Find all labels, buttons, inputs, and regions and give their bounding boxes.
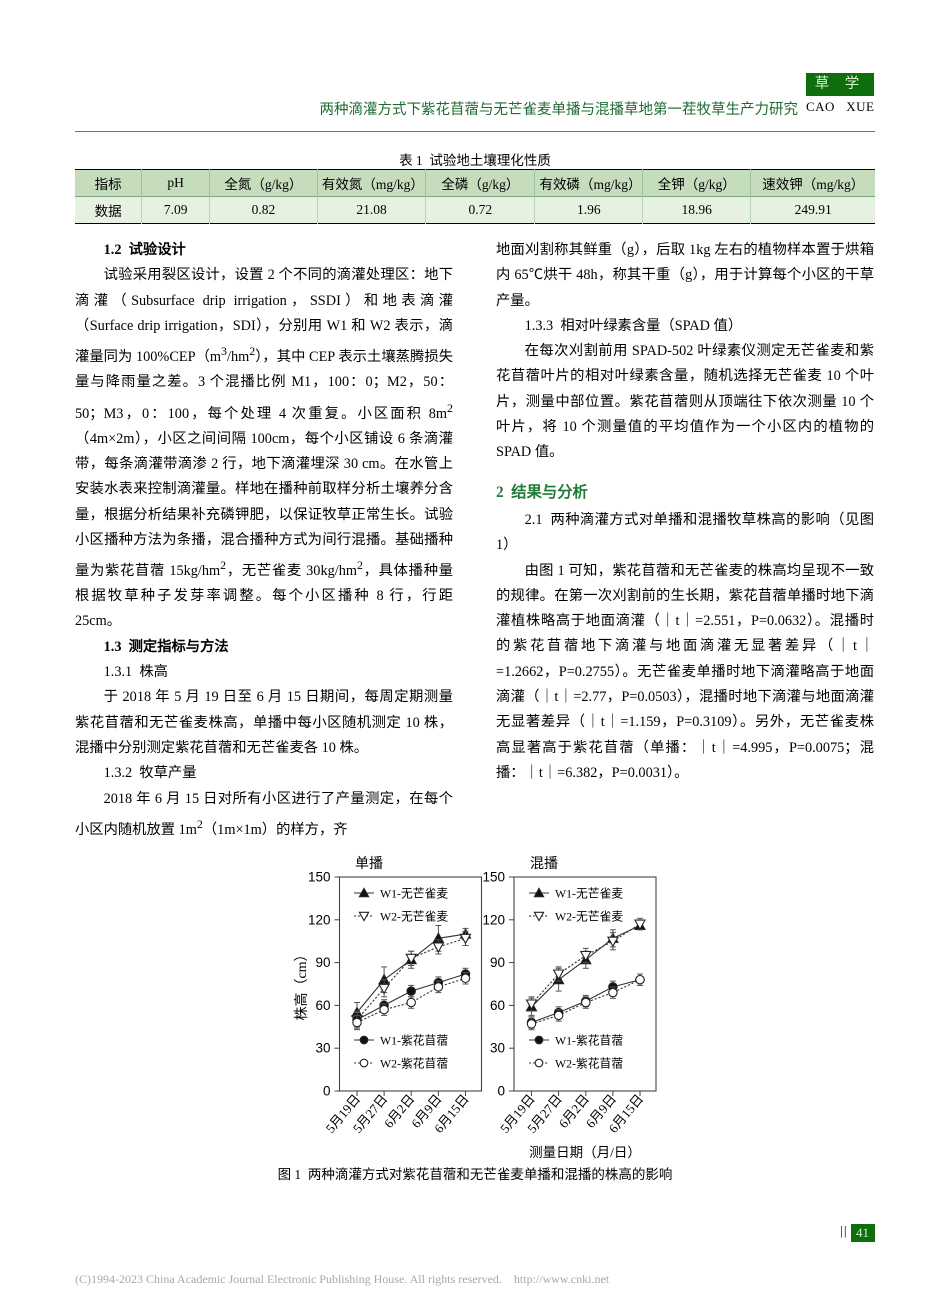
svg-text:150: 150: [308, 870, 331, 885]
svg-text:30: 30: [490, 1041, 505, 1056]
svg-text:W2-无芒雀麦: W2-无芒雀麦: [380, 910, 448, 924]
svg-text:W2-紫花苜蓿: W2-紫花苜蓿: [555, 1057, 623, 1071]
svg-text:150: 150: [482, 870, 505, 885]
svg-text:测量日期（月/日）: 测量日期（月/日）: [529, 1145, 641, 1160]
svg-text:株高（cm）: 株高（cm）: [293, 947, 310, 1020]
svg-text:W2-无芒雀麦: W2-无芒雀麦: [555, 910, 623, 924]
svg-text:单播: 单播: [355, 856, 383, 872]
svg-text:90: 90: [490, 955, 505, 970]
svg-text:W1-无芒雀麦: W1-无芒雀麦: [555, 887, 623, 901]
svg-text:120: 120: [482, 912, 505, 927]
svg-text:30: 30: [315, 1041, 330, 1056]
svg-text:0: 0: [497, 1084, 505, 1099]
svg-text:90: 90: [315, 955, 330, 970]
svg-text:W1-紫花苜蓿: W1-紫花苜蓿: [555, 1034, 623, 1048]
svg-text:W2-紫花苜蓿: W2-紫花苜蓿: [380, 1057, 448, 1071]
svg-text:W1-无芒雀麦: W1-无芒雀麦: [380, 887, 448, 901]
svg-text:120: 120: [308, 912, 331, 927]
svg-text:混播: 混播: [530, 856, 558, 872]
svg-text:0: 0: [323, 1084, 331, 1099]
svg-text:60: 60: [315, 998, 330, 1013]
svg-text:W1-紫花苜蓿: W1-紫花苜蓿: [380, 1034, 448, 1048]
svg-text:60: 60: [490, 998, 505, 1013]
